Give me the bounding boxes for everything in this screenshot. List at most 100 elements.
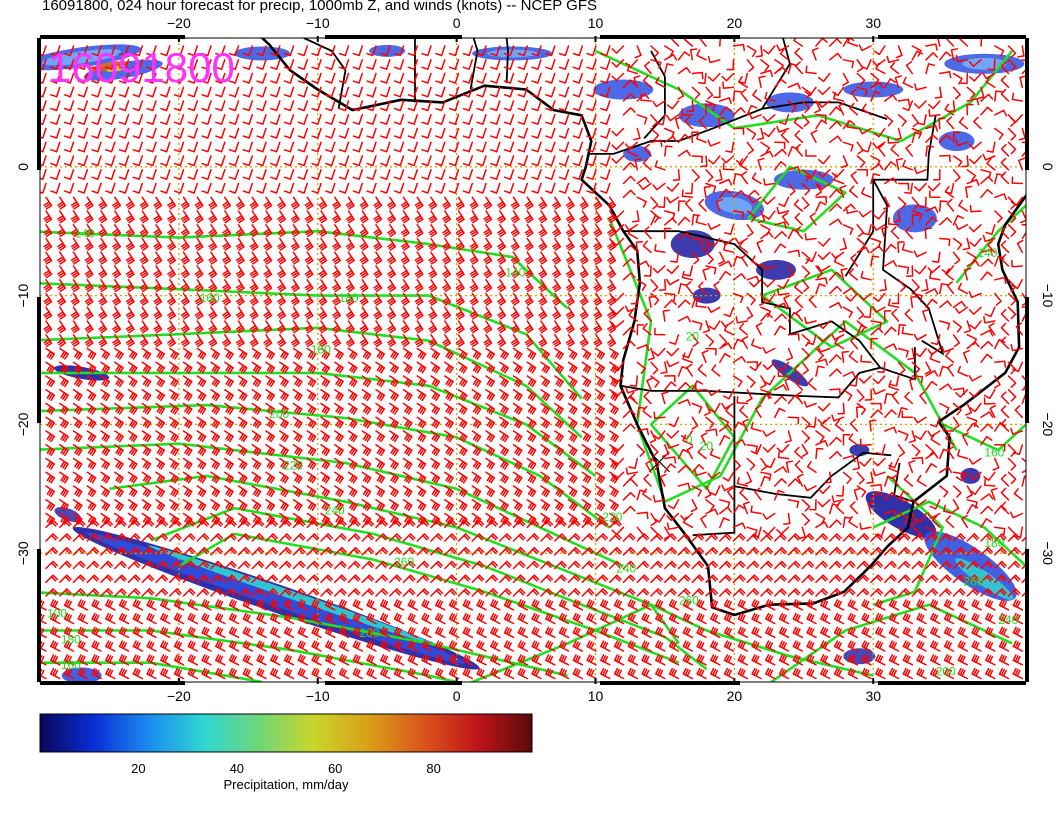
wind-barb: [416, 444, 427, 457]
wind-barb: [105, 141, 116, 153]
wind-barb: [545, 59, 556, 71]
wind-barb: [517, 626, 529, 639]
wind-barb: [332, 251, 342, 265]
wind-barb: [59, 588, 72, 597]
wind-barb: [469, 320, 479, 334]
wind-barb: [393, 45, 405, 57]
wind-barb: [873, 127, 886, 138]
wind-barb: [748, 112, 762, 120]
wind-barb: [1000, 240, 1010, 254]
wind-barb: [297, 667, 309, 680]
wind-barb: [872, 375, 886, 385]
wind-barb: [251, 485, 262, 498]
wind-barb: [277, 237, 287, 251]
wind-barb: [755, 322, 763, 336]
wind-barb: [709, 448, 721, 460]
wind-barb: [877, 361, 886, 374]
wind-barb: [160, 667, 171, 680]
wind-barb: [985, 654, 996, 666]
wind-barb: [732, 588, 746, 597]
wind-barb: [806, 640, 817, 652]
wind-barb: [45, 416, 56, 429]
wind-barb: [682, 516, 694, 529]
wind-barb: [256, 612, 267, 625]
wind-barb: [554, 499, 564, 512]
colorbar-label: Precipitation, mm/day: [224, 777, 349, 792]
wind-barb: [430, 519, 444, 529]
wind-barb: [283, 141, 295, 153]
wind-barb: [545, 127, 556, 139]
wind-barb: [952, 402, 962, 416]
wind-barb: [373, 237, 383, 251]
wind-barb: [998, 612, 1010, 625]
wind-barb: [897, 241, 905, 254]
wind-barb: [719, 560, 732, 570]
wind-barb: [187, 127, 199, 139]
wind-barb: [774, 588, 787, 597]
wind-barb: [939, 70, 952, 79]
wind-barb: [691, 402, 703, 414]
wind-barb: [609, 375, 619, 388]
wind-barb: [762, 346, 776, 354]
wind-barb: [400, 320, 410, 334]
wind-barb: [806, 612, 817, 625]
wind-barb: [311, 127, 322, 139]
wind-barb: [338, 654, 350, 666]
wind-barb: [884, 94, 898, 102]
wind-barb: [182, 560, 196, 570]
wind-barb: [352, 599, 364, 611]
wind-barb: [710, 654, 721, 666]
wind-barb: [167, 251, 177, 265]
wind-barb: [127, 402, 138, 415]
wind-barb: [538, 224, 548, 238]
wind-barb: [968, 224, 982, 233]
wind-barb: [325, 155, 336, 167]
wind-barb: [402, 546, 416, 556]
wind-barb: [510, 196, 520, 210]
wind-barb: [856, 533, 870, 542]
wind-barb: [833, 640, 845, 652]
wind-barb: [334, 457, 344, 470]
wind-barb: [911, 574, 925, 584]
wind-barb: [283, 599, 295, 611]
wind-barb: [91, 667, 102, 680]
wind-barb: [690, 499, 698, 513]
wind-barb: [375, 471, 386, 484]
wind-barb: [957, 640, 969, 652]
wind-barb: [63, 169, 75, 181]
wind-barb: [40, 612, 47, 625]
wind-barb: [664, 456, 677, 464]
wind-barb: [1021, 141, 1026, 144]
wind-barb: [352, 169, 364, 181]
wind-barb: [723, 626, 735, 639]
wind-barb: [613, 667, 625, 680]
wind-barb: [430, 444, 441, 457]
wind-barb: [787, 182, 796, 196]
wind-barb: [526, 361, 537, 374]
wind-barb: [63, 100, 75, 112]
wind-barb: [375, 444, 386, 457]
wind-barb: [807, 377, 817, 391]
wind-barb: [91, 169, 102, 181]
wind-barb: [726, 487, 735, 501]
wind-barb: [682, 626, 694, 639]
wind-barb: [774, 560, 787, 570]
wind-barb: [251, 416, 262, 429]
wind-barb: [127, 361, 138, 374]
wind-barb: [457, 389, 468, 402]
contour-label: 220: [283, 458, 303, 472]
wind-barb: [50, 45, 61, 57]
wind-barb: [1007, 292, 1017, 306]
wind-barb: [98, 306, 108, 320]
wind-barb: [581, 402, 592, 415]
wind-barb: [361, 375, 372, 388]
wind-barb: [801, 100, 811, 114]
wind-barb: [132, 72, 144, 84]
wind-barb: [249, 251, 259, 265]
wind-barb: [389, 560, 402, 570]
wind-barb: [435, 612, 446, 625]
wind-barb: [311, 169, 322, 181]
wind-barb: [290, 265, 300, 279]
wind-barb: [572, 155, 584, 167]
wind-barb: [139, 334, 149, 348]
